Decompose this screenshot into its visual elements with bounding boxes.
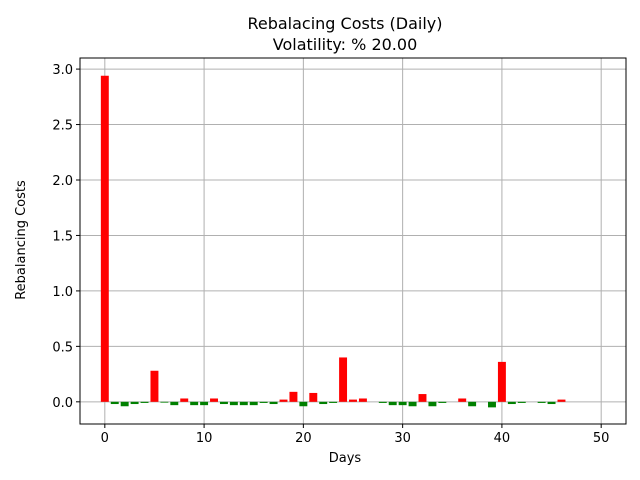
bar-day-11 (210, 398, 218, 402)
bar-day-34 (438, 401, 447, 403)
bar-day-16 (259, 401, 268, 403)
x-tick-label: 0 (101, 431, 109, 446)
bar-day-15 (249, 401, 258, 406)
bar-day-23 (329, 401, 338, 403)
y-tick-label: 1.5 (52, 229, 73, 244)
bar-day-37 (468, 401, 477, 407)
x-tick-label: 20 (295, 431, 312, 446)
x-tick-label: 30 (394, 431, 411, 446)
y-tick-label: 2.0 (52, 174, 73, 189)
x-tick-label: 40 (494, 431, 511, 446)
bar-day-3 (130, 401, 139, 405)
y-tick-label: 0.0 (52, 396, 73, 411)
bar-day-2 (120, 401, 129, 407)
bar-day-33 (428, 401, 437, 407)
y-tick-label: 2.5 (52, 119, 73, 134)
bar-day-5 (150, 370, 159, 402)
bar-day-19 (289, 391, 298, 402)
bar-day-6 (160, 401, 169, 403)
bar-day-1 (110, 401, 119, 405)
y-tick-label: 3.0 (52, 63, 73, 78)
y-tick-label: 0.5 (52, 340, 73, 355)
bar-day-18 (279, 399, 288, 402)
bar-day-46 (557, 399, 566, 402)
bar-day-10 (200, 401, 209, 406)
bar-day-9 (190, 401, 199, 406)
bar-day-7 (170, 401, 179, 406)
plot-area-frame (79, 57, 627, 425)
bar-day-40 (497, 361, 506, 402)
bar-day-8 (180, 398, 189, 402)
bar-day-22 (319, 401, 328, 405)
y-axis-label: Rebalancing Costs (14, 180, 29, 300)
chart-title: Rebalacing Costs (Daily) (247, 14, 442, 33)
bar-day-45 (547, 401, 556, 405)
bar-day-41 (507, 401, 516, 405)
bar-day-21 (309, 392, 318, 402)
bar-day-14 (239, 401, 248, 406)
grid (80, 58, 626, 424)
bar-day-0 (100, 75, 109, 402)
x-tick-label: 50 (593, 431, 610, 446)
bar-day-28 (378, 401, 387, 403)
bar-day-25 (349, 399, 357, 402)
y-axis-ticks: 0.0 0.5 1.0 1.5 2.0 2.5 3.0 (52, 63, 80, 411)
bar-day-29 (388, 401, 397, 406)
bar-day-24 (339, 357, 348, 402)
bars (100, 75, 566, 408)
bar-day-42 (517, 401, 526, 403)
x-tick-label: 10 (196, 431, 213, 446)
bar-day-17 (269, 401, 278, 405)
bar-day-44 (537, 401, 546, 403)
bar-day-36 (458, 398, 467, 402)
bar-day-39 (488, 401, 496, 408)
bar-day-13 (229, 401, 238, 406)
x-axis-ticks: 0 10 20 30 40 50 (101, 424, 610, 446)
bar-day-4 (140, 401, 149, 403)
bar-day-30 (398, 401, 407, 406)
bar-day-12 (219, 401, 228, 405)
bar-day-32 (418, 394, 427, 402)
bar-day-26 (358, 398, 367, 402)
y-tick-label: 1.0 (52, 285, 73, 300)
bar-day-20 (299, 401, 308, 407)
chart-subtitle: Volatility: % 20.00 (273, 35, 418, 54)
bar-day-31 (408, 401, 417, 407)
x-axis-label: Days (329, 451, 362, 466)
